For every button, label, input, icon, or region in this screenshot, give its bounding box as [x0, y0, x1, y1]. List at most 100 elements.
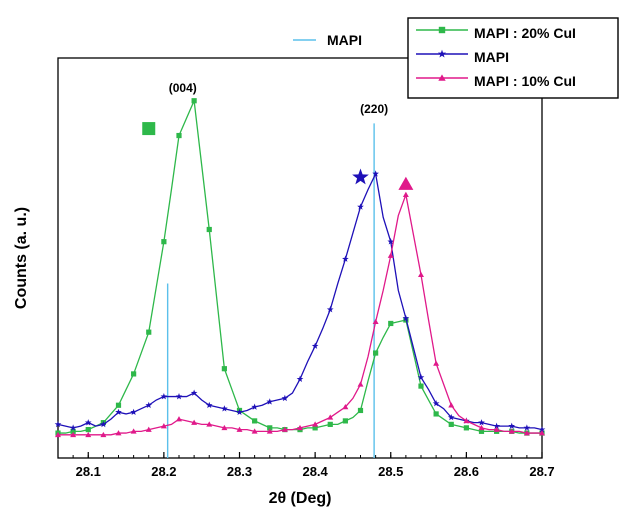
series-2: [55, 191, 545, 438]
legend-label-mapi: MAPI: [474, 49, 509, 65]
series-2-point-0: [55, 431, 61, 438]
series-1-point-64: [538, 426, 546, 433]
reference-legend-label: MAPI: [327, 32, 362, 48]
series-1-point-28: [266, 398, 274, 405]
series-0-point-44: [388, 320, 394, 327]
peak-markers: [142, 122, 414, 190]
series-2-point-2: [70, 431, 77, 438]
series-1-point-16: [175, 393, 183, 400]
series-2-point-64: [539, 430, 545, 436]
annotation-220: (220): [360, 102, 388, 116]
series-1-point-18: [190, 389, 198, 396]
series-2-point-38: [342, 403, 349, 410]
series-2-point-28: [266, 428, 273, 434]
series-2-point-52: [448, 402, 455, 408]
series-2-point-50: [433, 360, 440, 366]
series-2-point-58: [493, 426, 500, 432]
series-1-point-40: [357, 203, 364, 210]
y-axis-label: Counts (a. u.): [13, 207, 30, 309]
x-tick-label-0: 28.1: [76, 464, 101, 479]
series-1-point-52: [447, 413, 455, 421]
series-layer: [54, 98, 546, 438]
series-0-point-56: [478, 428, 485, 434]
series-0: [55, 98, 545, 436]
series-1-point-34: [311, 342, 319, 349]
annotation-004: (004): [169, 81, 197, 95]
series-2-point-60: [508, 428, 515, 434]
series-1-point-32: [296, 375, 304, 382]
series-0-point-54: [463, 425, 469, 431]
series-0-point-52: [448, 421, 454, 427]
x-axis-label: 2θ (Deg): [269, 490, 332, 507]
series-2-point-34: [312, 421, 319, 427]
series-0-point-2: [70, 428, 76, 434]
series-1-point-8: [115, 408, 122, 416]
series-0-point-4: [85, 427, 91, 433]
series-0-point-8: [115, 402, 122, 408]
series-1-point-24: [236, 408, 243, 416]
series-1-point-60: [508, 422, 516, 429]
series-1-point-30: [281, 394, 289, 402]
series-2-point-46: [402, 191, 409, 197]
legend-items: [416, 26, 468, 81]
legend-marker-1: [437, 49, 447, 58]
series-1-point-12: [145, 401, 153, 409]
series-1-point-10: [130, 408, 137, 416]
series-0-point-28: [267, 425, 273, 431]
series-line-0: [58, 98, 542, 434]
plot-frame: [57, 57, 543, 459]
series-1-point-0: [54, 420, 62, 428]
series-2-point-14: [160, 423, 167, 429]
series-line-1: [57, 171, 543, 431]
peak-marker-1: [352, 168, 369, 185]
series-2-point-22: [221, 424, 228, 431]
series-0-point-34: [312, 425, 318, 431]
series-0-point-48: [418, 383, 424, 389]
peak-marker-0: [142, 122, 156, 136]
series-2-point-24: [236, 426, 243, 432]
series-2-point-32: [297, 424, 303, 431]
series-0-point-38: [342, 418, 348, 424]
series-1-point-58: [493, 422, 500, 429]
x-tick-label-6: 28.7: [529, 464, 554, 479]
series-0-point-22: [221, 366, 227, 372]
series-2-point-44: [387, 252, 394, 258]
series-1-point-20: [205, 401, 213, 409]
series-2-point-16: [176, 416, 182, 422]
series-1-point-36: [326, 306, 334, 313]
series-0-point-42: [373, 350, 379, 356]
series-0-point-14: [161, 239, 167, 245]
series-1-point-56: [478, 419, 485, 426]
series-2-point-4: [85, 431, 92, 438]
series-1-point-46: [402, 314, 410, 322]
series-1-point-44: [387, 238, 395, 245]
series-2-point-10: [130, 428, 137, 434]
series-2-point-6: [100, 431, 107, 438]
series-2-point-30: [281, 426, 288, 432]
series-0-point-20: [206, 226, 212, 233]
series-2-point-18: [191, 419, 198, 425]
series-1-point-26: [251, 403, 258, 410]
x-tick-label-5: 28.6: [454, 464, 479, 479]
reference-lines: [166, 123, 375, 458]
x-tick-label-3: 28.4: [302, 464, 328, 479]
series-2-point-8: [115, 430, 122, 436]
series-2-point-42: [372, 318, 379, 324]
legend-marker-0: [438, 26, 446, 34]
series-1-point-4: [84, 419, 92, 426]
x-axis-ticks: 28.1 28.2 28.3 28.4 28.5 28.6 28.7: [57, 452, 555, 479]
x-tick-label-2: 28.3: [227, 464, 252, 479]
series-line-2: [58, 192, 542, 436]
series-1-point-50: [432, 399, 440, 407]
series-1-point-38: [342, 255, 349, 262]
series-1-point-2: [69, 424, 77, 431]
series-2-point-48: [418, 271, 424, 277]
series-1-point-14: [160, 393, 168, 400]
series-2-point-26: [251, 428, 258, 434]
series-2-point-12: [145, 426, 152, 432]
series-0-point-12: [146, 329, 152, 335]
series-2-point-62: [523, 430, 530, 436]
series-1-point-6: [100, 420, 107, 428]
x-tick-label-4: 28.5: [378, 464, 403, 479]
